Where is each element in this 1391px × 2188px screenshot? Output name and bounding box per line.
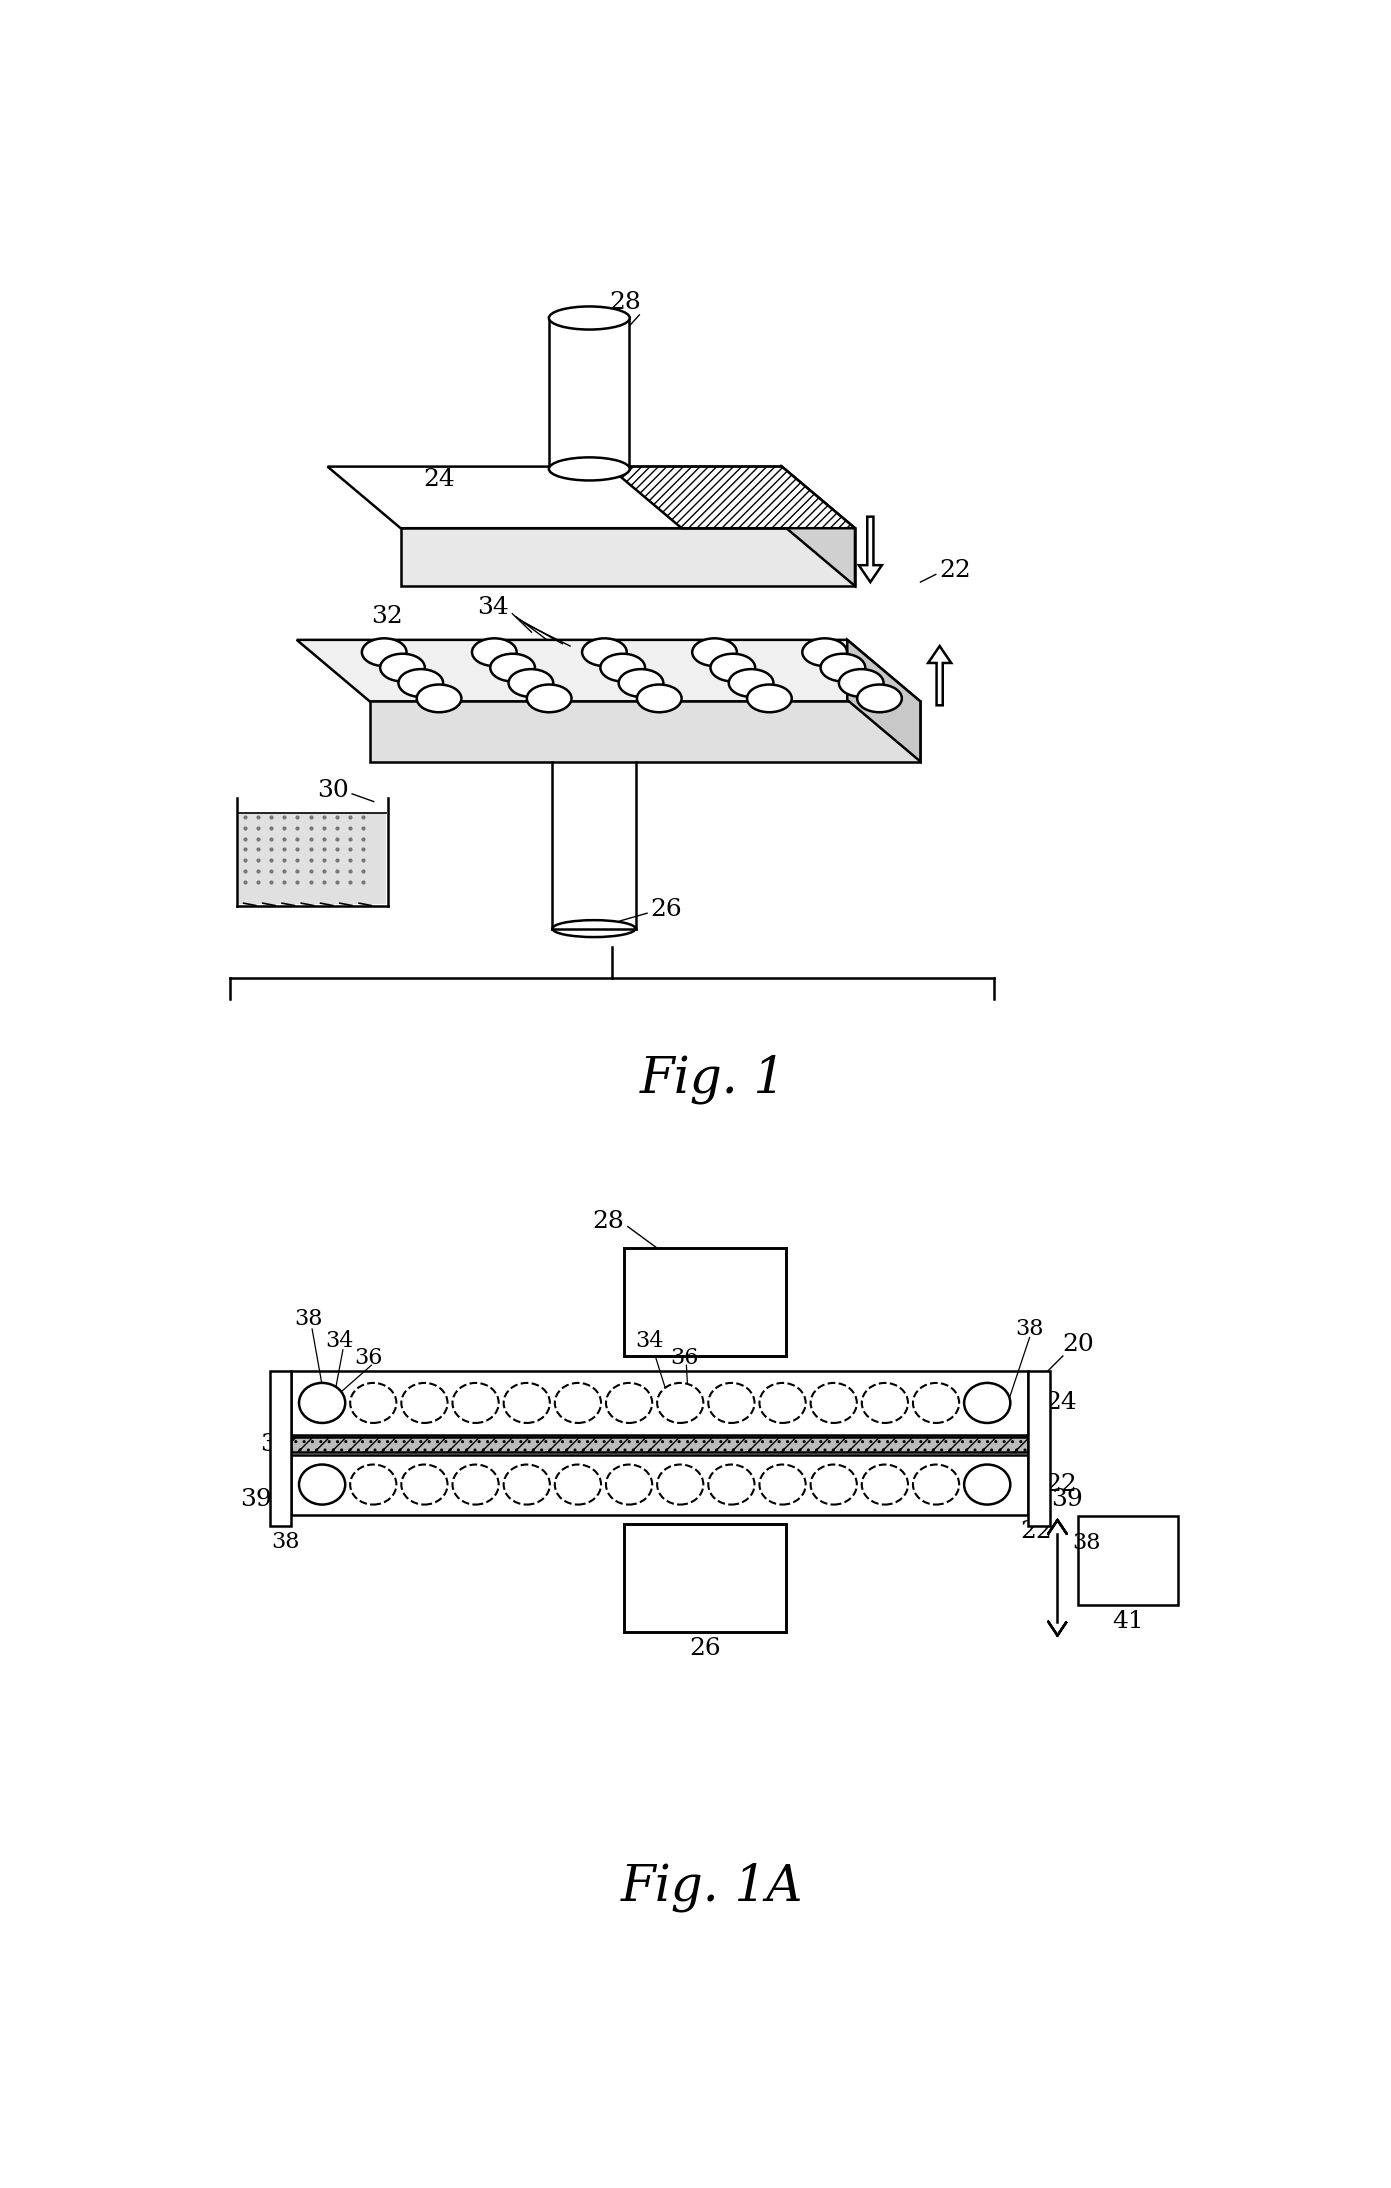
Text: 38: 38 [294, 1308, 323, 1330]
Polygon shape [608, 466, 855, 527]
Text: Fig. 1A: Fig. 1A [622, 1862, 804, 1912]
Ellipse shape [759, 1464, 805, 1505]
Ellipse shape [657, 1464, 704, 1505]
Polygon shape [370, 702, 921, 761]
Ellipse shape [402, 1464, 448, 1505]
Text: 34: 34 [636, 1330, 664, 1352]
Ellipse shape [299, 1464, 345, 1505]
Ellipse shape [811, 1383, 857, 1422]
Text: 20: 20 [1063, 1332, 1095, 1357]
Text: 39: 39 [241, 1488, 271, 1512]
Ellipse shape [964, 1383, 1010, 1422]
Ellipse shape [555, 1383, 601, 1422]
Text: 22: 22 [1020, 1521, 1052, 1543]
Bar [1028, 1372, 1050, 1527]
Ellipse shape [964, 1464, 1010, 1505]
Text: 38: 38 [1015, 1317, 1043, 1339]
Polygon shape [782, 466, 855, 586]
Ellipse shape [912, 1464, 960, 1505]
Ellipse shape [351, 1383, 396, 1422]
Polygon shape [296, 639, 921, 702]
Bar [291, 1372, 1028, 1435]
Text: 39: 39 [1050, 1488, 1082, 1512]
Ellipse shape [747, 685, 791, 713]
Text: 41: 41 [1113, 1610, 1145, 1632]
Text: 28: 28 [593, 1210, 625, 1232]
Ellipse shape [549, 457, 630, 481]
Ellipse shape [351, 1464, 396, 1505]
Ellipse shape [555, 1464, 601, 1505]
Ellipse shape [711, 654, 755, 680]
Ellipse shape [398, 670, 444, 696]
Text: 28: 28 [609, 291, 641, 315]
Ellipse shape [504, 1383, 549, 1422]
Bar [625, 1247, 786, 1357]
Text: 22: 22 [939, 560, 971, 582]
Text: 38: 38 [1072, 1532, 1100, 1553]
Ellipse shape [606, 1383, 652, 1422]
Ellipse shape [693, 639, 737, 665]
Ellipse shape [527, 685, 572, 713]
Ellipse shape [299, 1383, 345, 1422]
Polygon shape [928, 645, 951, 705]
Ellipse shape [452, 1464, 499, 1505]
Text: 32: 32 [260, 1433, 292, 1455]
Text: 30: 30 [317, 779, 349, 801]
Text: 24: 24 [423, 468, 455, 490]
Ellipse shape [857, 685, 901, 713]
Bar [625, 1523, 786, 1632]
Ellipse shape [821, 654, 865, 680]
Ellipse shape [417, 685, 462, 713]
Polygon shape [847, 639, 921, 761]
Ellipse shape [581, 639, 627, 665]
Ellipse shape [912, 1383, 960, 1422]
Ellipse shape [504, 1464, 549, 1505]
Text: 34: 34 [325, 1330, 353, 1352]
Polygon shape [327, 466, 855, 527]
Text: 26: 26 [651, 897, 682, 921]
Bar [291, 1455, 1028, 1514]
Ellipse shape [759, 1383, 805, 1422]
Text: 24: 24 [1046, 1392, 1077, 1413]
Text: 34: 34 [477, 595, 509, 619]
Ellipse shape [380, 654, 424, 680]
Ellipse shape [549, 306, 630, 330]
Ellipse shape [472, 639, 516, 665]
Ellipse shape [708, 1383, 754, 1422]
Bar [270, 1372, 291, 1527]
Ellipse shape [606, 1464, 652, 1505]
Bar [291, 1438, 1028, 1453]
Ellipse shape [708, 1464, 754, 1505]
Ellipse shape [862, 1464, 908, 1505]
Bar [549, 317, 630, 468]
Bar [239, 814, 387, 904]
Ellipse shape [839, 670, 883, 696]
Text: Fig. 1: Fig. 1 [640, 1055, 786, 1103]
Ellipse shape [552, 921, 636, 936]
Text: 38: 38 [271, 1532, 299, 1553]
Ellipse shape [803, 639, 847, 665]
Ellipse shape [601, 654, 645, 680]
Ellipse shape [811, 1464, 857, 1505]
Ellipse shape [637, 685, 682, 713]
Ellipse shape [619, 670, 664, 696]
Ellipse shape [402, 1383, 448, 1422]
Ellipse shape [362, 639, 406, 665]
Ellipse shape [729, 670, 773, 696]
Polygon shape [401, 527, 855, 586]
Text: 26: 26 [689, 1637, 721, 1661]
Ellipse shape [452, 1383, 499, 1422]
Bar [1078, 1516, 1178, 1604]
Ellipse shape [490, 654, 536, 680]
Ellipse shape [862, 1383, 908, 1422]
Polygon shape [858, 516, 882, 582]
Text: 36: 36 [670, 1346, 698, 1368]
Text: 32: 32 [371, 606, 402, 628]
Ellipse shape [509, 670, 554, 696]
Ellipse shape [657, 1383, 704, 1422]
Text: 22: 22 [1046, 1473, 1077, 1497]
Text: 36: 36 [355, 1346, 383, 1368]
